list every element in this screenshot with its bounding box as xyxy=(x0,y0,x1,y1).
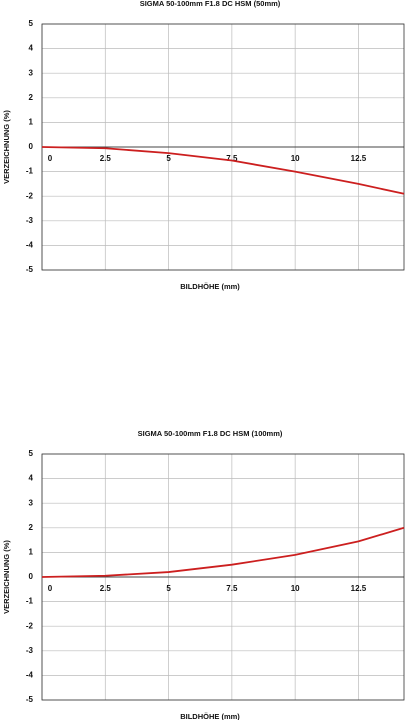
y-tick-label: 0 xyxy=(29,142,34,151)
x-tick-label: 2.5 xyxy=(100,154,112,163)
x-tick-label: 12.5 xyxy=(351,584,367,593)
x-tick-label: 10 xyxy=(291,154,300,163)
y-tick-label: 1 xyxy=(29,548,34,557)
y-axis-label: VERZEICHNUNG (%) xyxy=(2,110,11,184)
x-axis-label: BILDHÖHE (mm) xyxy=(180,712,240,720)
x-tick-label: 2.5 xyxy=(100,584,112,593)
x-tick-label: 5 xyxy=(166,584,171,593)
y-tick-label: -4 xyxy=(26,241,34,250)
chart-title: SIGMA 50-100mm F1.8 DC HSM (50mm) xyxy=(140,0,281,8)
line-series xyxy=(41,526,405,578)
x-tick-label: 7.5 xyxy=(226,584,238,593)
y-tick-label: -2 xyxy=(26,621,34,630)
y-tick-label: -1 xyxy=(26,597,34,606)
x-tick-label: 5 xyxy=(166,154,171,163)
x-axis-label: BILDHÖHE (mm) xyxy=(180,282,240,291)
y-tick-label: 2 xyxy=(29,93,34,102)
y-tick-label: -1 xyxy=(26,167,34,176)
y-tick-label: 3 xyxy=(29,68,34,77)
y-tick-label: 2 xyxy=(29,523,34,532)
y-tick-label: -4 xyxy=(26,671,34,680)
x-tick-label: 0 xyxy=(48,584,53,593)
y-tick-label: -3 xyxy=(26,646,34,655)
y-tick-label: 4 xyxy=(29,474,34,483)
chart-title: SIGMA 50-100mm F1.8 DC HSM (100mm) xyxy=(138,429,283,438)
y-tick-label: 1 xyxy=(29,118,34,127)
y-tick-label: -5 xyxy=(26,265,34,274)
y-tick-label: -3 xyxy=(26,216,34,225)
y-tick-label: 4 xyxy=(29,44,34,53)
y-tick-label: 5 xyxy=(29,449,34,458)
x-tick-label: 10 xyxy=(291,584,300,593)
y-tick-label: -2 xyxy=(26,191,34,200)
y-tick-label: 0 xyxy=(29,572,34,581)
x-tick-label: 7.5 xyxy=(226,154,238,163)
x-tick-label: 12.5 xyxy=(351,154,367,163)
y-tick-label: 5 xyxy=(29,19,34,28)
y-tick-label: 3 xyxy=(29,498,34,507)
line-series xyxy=(41,146,405,195)
y-tick-label: -5 xyxy=(26,695,34,704)
x-tick-label: 0 xyxy=(48,154,53,163)
y-axis-label: VERZEICHNUNG (%) xyxy=(2,540,11,614)
